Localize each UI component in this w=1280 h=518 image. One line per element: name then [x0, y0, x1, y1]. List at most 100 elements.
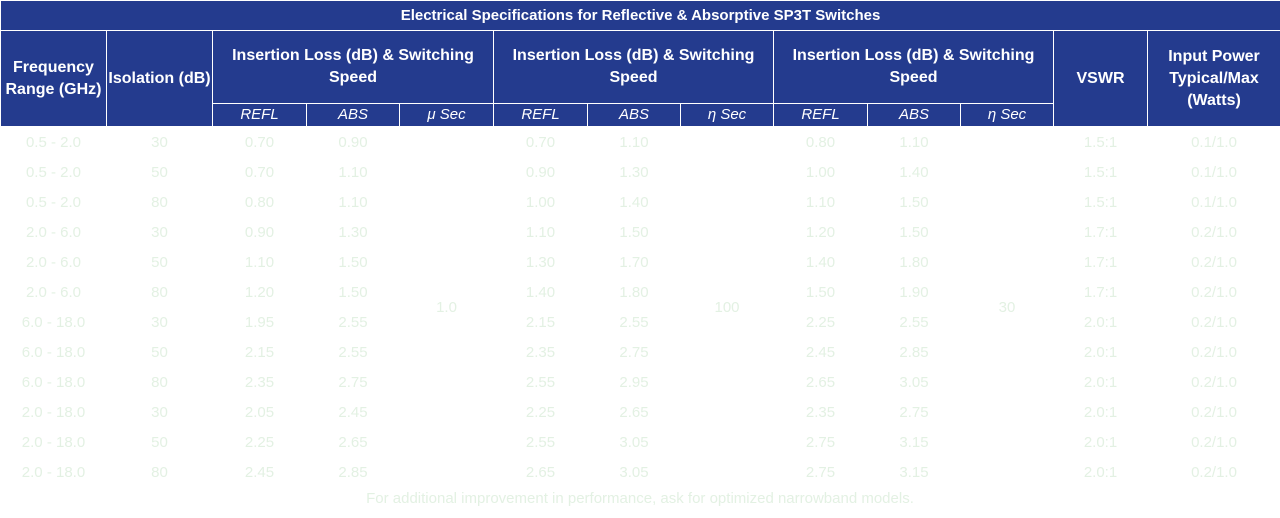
cell: 6.0 - 18.0	[21, 373, 86, 391]
table-row: 0.5 - 2.0 50 0.70 1.10 0.90 1.30 1.00 1.40 1.5:1…	[1, 157, 1280, 187]
cell: 1.95	[244, 313, 275, 331]
cell: 0.1/1.0	[1191, 133, 1237, 151]
table-row: 0.5 - 2.0 80 0.80 1.10 1.00 1.40 1.10 1.50 1.5:1…	[1, 187, 1280, 217]
subheader: REFL	[493, 103, 588, 127]
cell: 0.2/1.0	[1191, 373, 1237, 391]
cell: 0.2/1.0	[1191, 283, 1237, 301]
cell: 0.2/1.0	[1191, 463, 1237, 481]
cell: 2.45	[338, 403, 368, 421]
cell: 2.75	[619, 343, 649, 361]
cell: 1.10	[244, 253, 275, 271]
cell: 0.70	[525, 133, 556, 151]
table-row: 6.0 - 18.0 50 2.15 2.55 2.35 2.75 2.45 2.85 2.0:…	[1, 337, 1280, 367]
cell: 1.10	[899, 133, 929, 151]
subheader: μ Sec	[399, 103, 494, 127]
cell: 1.80	[619, 283, 649, 301]
cell: 2.35	[244, 373, 275, 391]
table-row: 2.0 - 18.0 30 2.05 2.45 2.25 2.65 2.35 2.75 2.0:…	[1, 397, 1280, 427]
spec-table: Electrical Specifications for Reflective…	[0, 0, 1280, 487]
cell: 2.15	[525, 313, 556, 331]
column-header: Isolation (dB)	[106, 30, 213, 127]
cell: 0.5 - 2.0	[25, 193, 82, 211]
cell: 1.50	[899, 193, 929, 211]
footnote: For additional improvement in performanc…	[366, 490, 914, 507]
cell: 2.25	[805, 313, 836, 331]
cell: 2.55	[525, 433, 556, 451]
cell: 2.75	[899, 403, 929, 421]
cell: 2.65	[338, 433, 368, 451]
cell: 1.50	[338, 253, 368, 271]
cell: 0.2/1.0	[1191, 433, 1237, 451]
switching-speed: 30	[998, 298, 1016, 316]
cell: 2.0:1	[1083, 313, 1118, 331]
cell: 0.1/1.0	[1191, 193, 1237, 211]
table-row: 0.5 - 2.0 30 0.70 0.90 1.0 0.70 1.10 100 0.80 1.1…	[1, 127, 1280, 316]
cell: 2.65	[619, 403, 649, 421]
column-header: Input Power Typical/Max (Watts)	[1146, 30, 1280, 127]
column-header: Insertion Loss (dB) & Switching Speed	[773, 30, 1054, 104]
cell: 2.25	[525, 403, 556, 421]
cell: 2.75	[338, 373, 368, 391]
cell: 2.0:1	[1083, 403, 1118, 421]
cell: 2.0 - 18.0	[21, 463, 86, 481]
cell: 0.90	[244, 223, 275, 241]
column-header: Insertion Loss (dB) & Switching Speed	[212, 30, 494, 104]
switching-speed: 100	[714, 298, 740, 316]
cell: 30	[151, 133, 168, 151]
cell: 1.40	[619, 193, 649, 211]
cell: 50	[151, 343, 168, 361]
cell: 6.0 - 18.0	[21, 343, 86, 361]
cell: 0.70	[244, 163, 275, 181]
cell: 2.55	[899, 313, 929, 331]
cell: 1.50	[619, 223, 649, 241]
cell: 1.50	[899, 223, 929, 241]
cell: 2.0:1	[1083, 463, 1118, 481]
cell: 0.2/1.0	[1191, 223, 1237, 241]
cell: 1.10	[338, 163, 368, 181]
table-row: 2.0 - 6.0 30 0.90 1.30 1.10 1.50 1.20 1.50 1.7:1…	[1, 217, 1280, 247]
subheader: REFL	[773, 103, 868, 127]
cell: 0.90	[525, 163, 556, 181]
cell: 3.05	[619, 433, 649, 451]
cell: 30	[151, 403, 168, 421]
cell: 2.0:1	[1083, 433, 1118, 451]
header-row: Frequency Range (GHz) Isolation (dB) Inser…	[0, 30, 1280, 127]
cell: 2.0:1	[1083, 343, 1118, 361]
cell: 2.35	[805, 403, 836, 421]
table-row: 2.0 - 6.0 50 1.10 1.50 1.30 1.70 1.40 1.80 1.7:1…	[1, 247, 1280, 277]
cell: 2.0 - 6.0	[25, 283, 82, 301]
cell: 1.20	[244, 283, 275, 301]
table-row: 2.0 - 18.0 50 2.25 2.65 2.55 3.05 2.75 3.15 2.0:…	[1, 427, 1280, 457]
subheader: ABS	[587, 103, 681, 127]
cell: 2.75	[805, 433, 836, 451]
cell: 1.20	[805, 223, 836, 241]
cell: 50	[151, 163, 168, 181]
cell: 1.5:1	[1083, 163, 1118, 181]
cell: 2.05	[244, 403, 275, 421]
cell: 1.10	[805, 193, 836, 211]
cell: 1.80	[899, 253, 929, 271]
cell: 1.5:1	[1083, 133, 1118, 151]
cell: 1.10	[525, 223, 556, 241]
column-header: Frequency Range (GHz)	[0, 30, 107, 127]
cell: 1.40	[525, 283, 556, 301]
cell: 2.0 - 18.0	[21, 403, 86, 421]
cell: 80	[151, 193, 168, 211]
table-row: 2.0 - 18.0 80 2.45 2.85 2.65 3.05 2.75 3.15 2.0:…	[1, 457, 1280, 487]
cell: 50	[151, 433, 168, 451]
cell: 2.55	[525, 373, 556, 391]
table-row: 6.0 - 18.0 30 1.95 2.55 2.15 2.55 2.25 2.55 2.0:…	[1, 307, 1280, 337]
cell: 0.2/1.0	[1191, 313, 1237, 331]
cell: 1.00	[805, 163, 836, 181]
cell: 80	[151, 463, 168, 481]
cell: 2.55	[619, 313, 649, 331]
cell: 50	[151, 253, 168, 271]
cell: 3.05	[899, 373, 929, 391]
cell: 2.0:1	[1083, 373, 1118, 391]
cell: 2.0 - 6.0	[25, 253, 82, 271]
switching-speed: 1.0	[436, 298, 457, 316]
cell: 1.40	[805, 253, 836, 271]
cell: 3.05	[619, 463, 649, 481]
cell: 1.90	[899, 283, 929, 301]
